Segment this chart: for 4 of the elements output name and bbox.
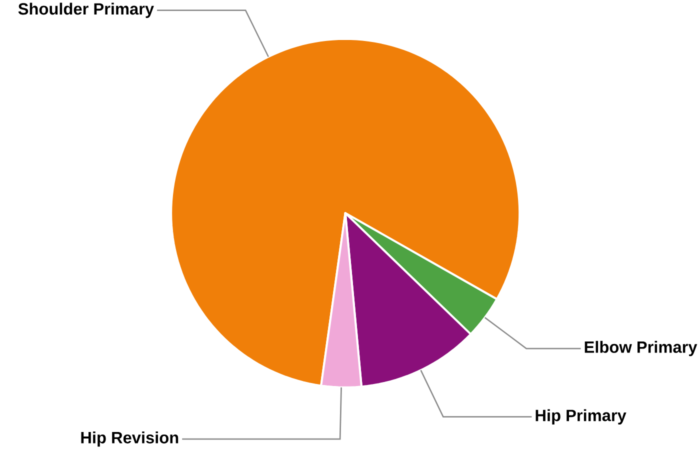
slice-label: Shoulder Primary	[18, 2, 154, 18]
slice-label: Elbow Primary	[584, 340, 698, 356]
slice-label: Hip Primary	[536, 409, 626, 424]
slice-label: Hip Revision	[81, 431, 178, 446]
